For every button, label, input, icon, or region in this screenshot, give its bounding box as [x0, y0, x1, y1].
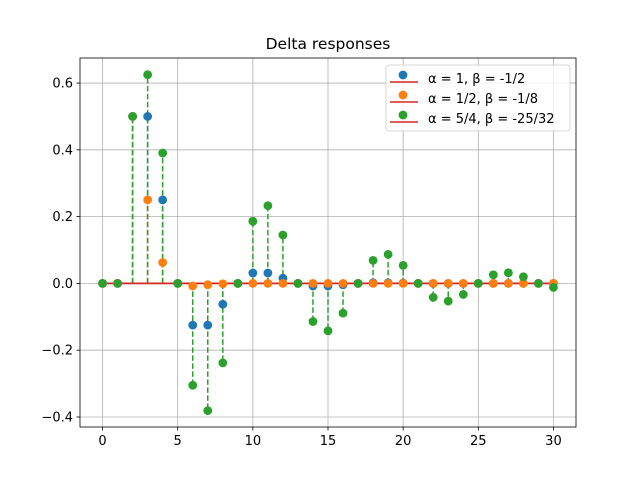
stem-marker: [323, 326, 333, 336]
stem-marker: [353, 279, 363, 288]
stem-marker: [443, 296, 453, 306]
legend-box: [385, 64, 571, 132]
x-tick-label: 20: [395, 434, 412, 449]
y-tick-label: −0.2: [41, 344, 73, 359]
stem-marker: [549, 283, 558, 292]
y-tick-label: 0.2: [52, 210, 73, 225]
stem-marker: [203, 320, 213, 330]
legend-label: α = 1/2, β = -1/8: [428, 92, 538, 107]
stem-marker: [188, 281, 198, 291]
stem-marker: [188, 320, 198, 330]
x-tick-label: 15: [320, 434, 337, 449]
stem-marker: [413, 279, 423, 288]
legend-marker: [398, 110, 408, 120]
stem-marker: [263, 201, 273, 211]
stem-marker: [293, 279, 303, 288]
stem-marker: [503, 268, 513, 278]
stem-marker: [218, 279, 228, 289]
stem-marker: [188, 380, 198, 390]
legend: α = 1, β = -1/2 α = 1/2, β = -1/8 α = 5/4,…: [385, 64, 571, 132]
legend-marker: [398, 70, 408, 80]
stem-marker: [338, 308, 348, 318]
y-tick-label: 0.6: [52, 77, 73, 92]
stem-marker: [428, 293, 438, 302]
stem-marker: [143, 195, 153, 205]
axis-ticks: 0 5 10 15 20 25 30 −0.4 −0.2 0.0 0.2 0.4 0.6: [41, 77, 561, 449]
stem-marker: [158, 195, 168, 205]
x-tick-label: 0: [98, 434, 106, 449]
y-tick-label: −0.4: [41, 410, 73, 425]
stem-marker: [263, 279, 273, 288]
stem-marker: [203, 406, 213, 416]
stem-marker: [368, 255, 378, 265]
stem-marker: [323, 279, 333, 288]
stem-marker: [278, 279, 288, 288]
x-tick-label: 30: [545, 434, 562, 449]
stem-marker: [203, 280, 213, 290]
x-tick-label: 5: [174, 434, 182, 449]
stem-marker: [128, 112, 138, 121]
x-tick-label: 10: [245, 434, 262, 449]
stem-marker: [534, 279, 543, 288]
stem-marker: [233, 279, 243, 288]
stem-marker: [98, 279, 107, 288]
stem-marker: [248, 278, 258, 288]
stem-marker: [158, 148, 168, 158]
y-tick-label: 0.4: [52, 143, 73, 158]
stem-marker: [443, 279, 453, 288]
stem-marker: [503, 279, 513, 288]
stem-marker: [143, 112, 153, 121]
legend-label: α = 5/4, β = -25/32: [428, 112, 555, 127]
x-tick-label: 25: [470, 434, 487, 449]
stem-marker: [173, 279, 183, 288]
legend-marker: [398, 90, 408, 100]
stem-marker: [473, 279, 483, 288]
stem-marker: [218, 299, 228, 309]
stem-marker: [308, 279, 318, 288]
stem-marker: [518, 272, 528, 282]
y-tick-label: 0.0: [52, 277, 73, 292]
stem-marker: [488, 279, 498, 288]
stem-marker: [383, 249, 393, 259]
stem-marker: [143, 70, 153, 80]
stem-marker: [428, 279, 438, 288]
stem-marker: [398, 279, 408, 288]
stem-marker: [338, 279, 348, 288]
stem-marker: [398, 260, 408, 270]
stem-marker: [278, 230, 288, 240]
stem-marker: [248, 268, 258, 278]
stem-marker: [458, 279, 468, 288]
stem-marker: [263, 268, 273, 278]
stem-marker: [113, 279, 122, 288]
chart-title: Delta responses: [266, 35, 391, 53]
stem-marker: [518, 279, 528, 288]
stem-markers: [98, 70, 558, 416]
stem-marker: [218, 358, 228, 368]
stem-marker: [488, 270, 498, 280]
stem-marker: [368, 279, 378, 288]
stem-marker: [308, 317, 318, 326]
stem-marker: [248, 216, 258, 226]
stem-marker: [158, 258, 168, 267]
stem-marker: [458, 290, 468, 299]
stem-marker: [383, 279, 393, 288]
legend-label: α = 1, β = -1/2: [428, 72, 525, 87]
